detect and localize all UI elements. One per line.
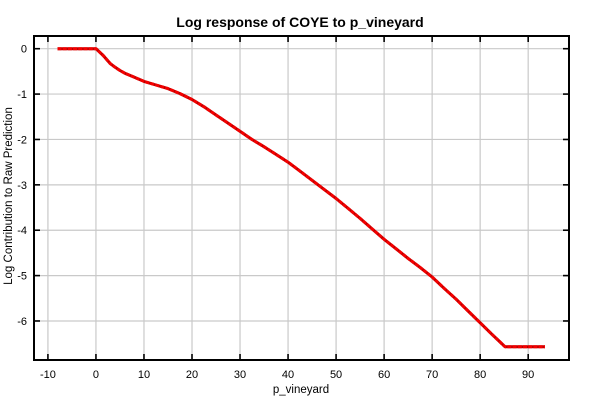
y-tick-labels: 0 -1 -2 -3 -4 -5 -6 — [17, 44, 27, 328]
x-tick-label: 30 — [234, 369, 246, 381]
data-series — [57, 47, 545, 349]
x-tick-label: 50 — [330, 369, 342, 381]
y-tick-label: -4 — [17, 225, 27, 237]
gridlines — [34, 36, 569, 360]
y-axis-label: Log Contribution to Raw Prediction — [3, 107, 15, 285]
axis-ticks — [34, 36, 569, 360]
chart-title: Log response of COYE to p_vineyard — [176, 14, 423, 30]
x-tick-label: 90 — [522, 369, 534, 381]
y-tick-label: -1 — [17, 89, 27, 101]
x-tick-label: 0 — [93, 369, 99, 381]
x-tick-label: 80 — [474, 369, 486, 381]
response-curve — [57, 47, 545, 349]
y-tick-label: -5 — [17, 271, 27, 283]
response-curve-base — [57, 47, 545, 349]
x-tick-label: -10 — [40, 369, 56, 381]
x-tick-label: 40 — [282, 369, 294, 381]
plot-border — [33, 35, 570, 361]
x-tick-label: 20 — [186, 369, 198, 381]
x-tick-label: 60 — [378, 369, 390, 381]
y-tick-label: 0 — [21, 44, 27, 56]
x-axis-label: p_vineyard — [273, 384, 329, 396]
x-tick-label: 10 — [138, 369, 150, 381]
x-tick-labels: -10 0 10 20 30 40 50 60 70 80 90 — [40, 369, 534, 381]
x-tick-label: 70 — [426, 369, 438, 381]
y-tick-label: -6 — [17, 316, 27, 328]
y-tick-label: -3 — [17, 180, 27, 192]
y-tick-label: -2 — [17, 134, 27, 146]
